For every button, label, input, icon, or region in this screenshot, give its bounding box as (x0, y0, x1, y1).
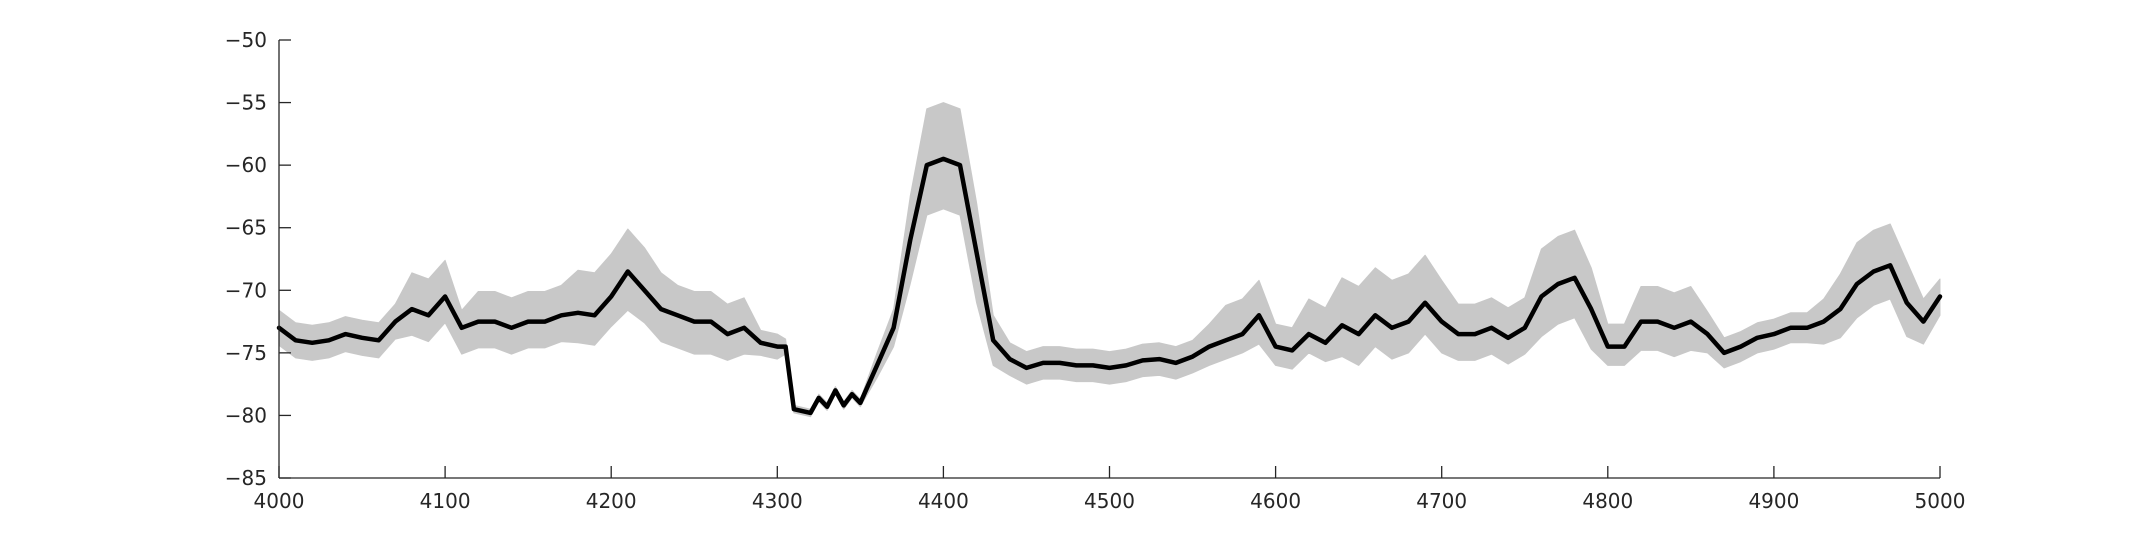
x-tick-label: 4900 (1748, 489, 1799, 513)
y-tick-label: −70 (225, 278, 267, 302)
x-tick-label: 4000 (254, 489, 305, 513)
x-tick-label: 4600 (1250, 489, 1301, 513)
x-tick-label: 4300 (752, 489, 803, 513)
axes (278, 40, 1940, 479)
x-tick-label: 4400 (918, 489, 969, 513)
y-tick-label: −65 (225, 216, 267, 240)
x-tick-label: 4100 (420, 489, 471, 513)
x-tick-label: 4500 (1084, 489, 1135, 513)
mean-series-layer (276, 156, 1943, 416)
x-tick-label: 4700 (1416, 489, 1467, 513)
y-tick-label: −75 (225, 341, 267, 365)
mean-series-line (276, 156, 1943, 416)
x-tick-label: 4200 (586, 489, 637, 513)
y-ticks: −50 −55 −60 −65 −70 −75 −80 −85 (225, 28, 291, 490)
y-tick-label: −80 (225, 403, 267, 427)
x-tick-label: 5000 (1915, 489, 1966, 513)
y-tick-label: −55 (225, 91, 267, 115)
y-tick-label: −60 (225, 153, 267, 177)
x-ticks: 4000 4100 4200 4300 4400 4500 4600 4700 4800 4900… (254, 466, 1966, 513)
y-tick-label: −85 (225, 466, 267, 490)
x-tick-label: 4800 (1582, 489, 1633, 513)
y-tick-label: −50 (225, 28, 267, 52)
